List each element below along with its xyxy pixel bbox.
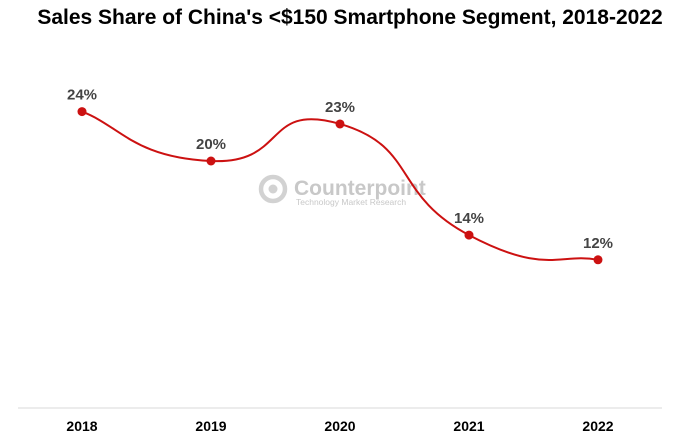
counterpoint-logo-icon	[258, 174, 288, 204]
watermark: Counterpoint Technology Market Research	[258, 174, 426, 207]
data-label-2018: 24%	[67, 87, 97, 104]
x-tick-label-2020: 2020	[324, 418, 355, 434]
plot-area: 24% 2018 20% 2019 23% 2020 14% 2021 12% 2022	[66, 87, 613, 434]
data-label-2022: 12%	[583, 235, 613, 252]
data-point-2018	[77, 107, 87, 117]
data-point-2019	[206, 156, 216, 166]
x-tick-label-2022: 2022	[582, 418, 613, 434]
watermark-tagline: Technology Market Research	[296, 197, 406, 207]
watermark-name: Counterpoint	[294, 177, 426, 200]
data-point-2021	[464, 230, 474, 240]
x-tick-label-2021: 2021	[453, 418, 484, 434]
chart-title: Sales Share of China's <$150 Smartphone …	[37, 6, 663, 29]
data-label-2020: 23%	[325, 99, 355, 116]
data-label-2021: 14%	[454, 210, 484, 227]
data-point-2020	[335, 119, 345, 129]
data-label-2019: 20%	[196, 136, 226, 153]
data-point-2022	[593, 255, 603, 265]
x-tick-label-2018: 2018	[66, 418, 97, 434]
x-tick-label-2019: 2019	[195, 418, 226, 434]
